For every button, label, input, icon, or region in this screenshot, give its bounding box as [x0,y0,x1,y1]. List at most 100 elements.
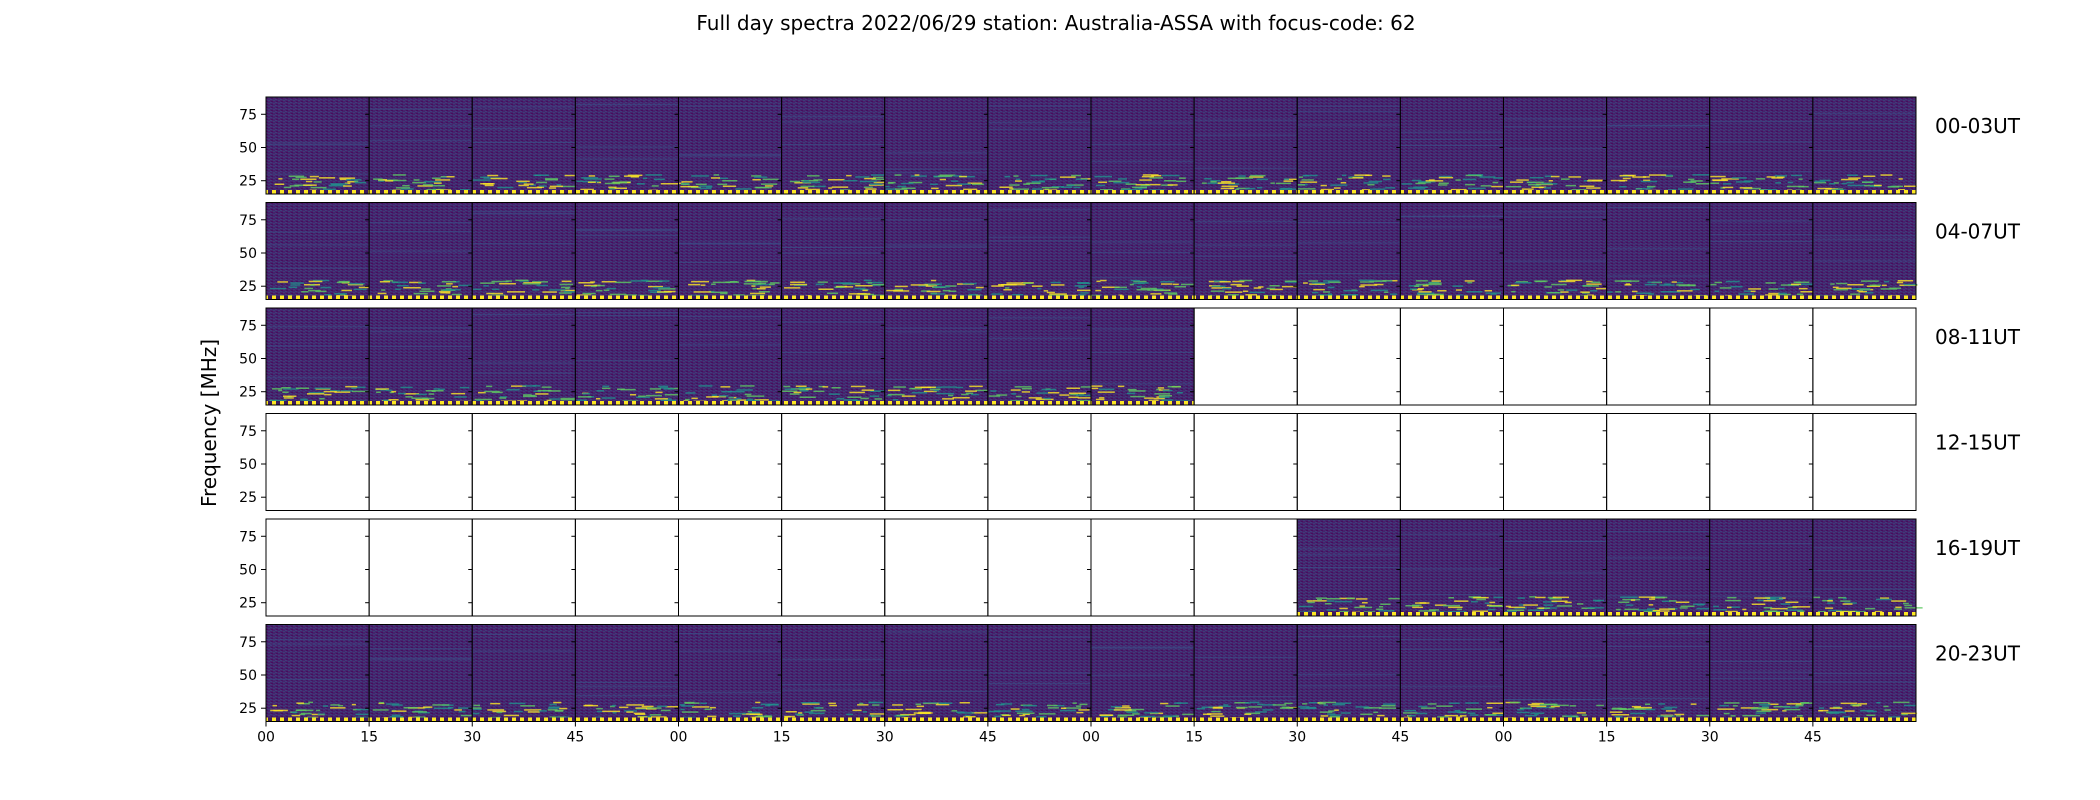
noise-streak [751,175,762,177]
noise-streak [418,712,430,714]
interference-line [369,222,473,224]
noise-streak [1049,293,1067,295]
noise-streak [1257,703,1263,706]
interference-line [884,379,988,380]
panel-frame [1399,413,1504,511]
interference-line [472,372,576,374]
noise-streak [443,289,461,291]
noise-streak [1861,181,1873,183]
noise-streak [749,713,763,716]
noise-streak [790,283,808,286]
noise-streak [1320,184,1327,187]
noise-streak [425,390,444,392]
noise-streak [1787,181,1794,184]
noise-streak [438,388,445,391]
noise-streak [1695,183,1713,185]
noise-streak [638,395,646,397]
noise-streak [852,709,862,712]
noise-streak [1303,282,1308,284]
interference-line [1400,533,1504,535]
noise-streak [1245,187,1256,190]
noise-streak [1117,385,1125,388]
noise-streak [1476,598,1486,601]
spectrogram-background [678,624,782,722]
noise-streak [308,701,313,704]
noise-streak [295,176,307,179]
noise-streak [1647,187,1654,189]
calibration-strip [575,295,679,300]
noise-streak [735,397,742,400]
noise-streak [752,179,761,181]
noise-streak [1160,281,1175,283]
row-time-label: 04-07UT [1935,220,2021,244]
noise-streak [699,187,712,190]
spectrogram-panel [266,308,370,405]
noise-streak [1238,175,1246,177]
noise-streak [1536,706,1549,709]
noise-streak [339,294,346,296]
noise-streak [684,701,695,704]
noise-streak [1487,608,1496,611]
noise-streak [1390,293,1398,295]
calibration-strip [781,295,885,300]
noise-streak [756,186,772,189]
spectrogram-panel [1194,624,1299,722]
noise-streak [846,174,852,177]
noise-streak [1776,176,1785,178]
noise-streak [740,385,755,387]
noise-streak [759,286,771,288]
interference-line [1297,635,1401,637]
noise-streak [1671,281,1677,283]
noise-streak [1765,294,1779,296]
noise-streak [1413,186,1428,188]
spectrogram-panel [472,97,580,194]
noise-streak [1798,178,1803,180]
noise-streak [764,185,774,187]
noise-streak [1456,608,1462,611]
noise-streak [1748,288,1761,290]
noise-streak [610,705,615,708]
interference-line [678,316,782,318]
noise-streak [1339,610,1349,613]
calibration-strip [1503,190,1607,194]
noise-streak [484,184,494,187]
noise-streak [454,709,462,711]
noise-streak [1465,183,1476,186]
noise-streak [1374,283,1384,286]
interference-line [1400,568,1504,570]
noise-streak [385,180,394,182]
noise-streak [1571,189,1587,191]
noise-streak [948,290,957,292]
noise-streak [611,181,628,184]
noise-streak [1727,606,1732,609]
noise-streak [698,385,713,387]
spectrogram-panel [678,308,782,405]
noise-streak [491,294,505,297]
spectrogram-panel [1606,519,1713,616]
noise-streak [1283,178,1289,180]
noise-streak [1550,705,1560,708]
noise-streak [563,291,578,293]
noise-streak [1054,704,1065,707]
noise-streak [1507,609,1525,611]
noise-streak [1412,604,1422,607]
interference-line [266,144,370,146]
noise-streak [1149,177,1163,179]
noise-streak [648,285,663,288]
noise-streak [1014,386,1032,388]
noise-streak [1887,186,1899,188]
noise-streak [1077,282,1089,284]
noise-streak [473,704,480,707]
calibration-strip [987,401,1091,405]
spectrogram-panel [266,624,371,722]
calibration-strip [1194,717,1298,722]
noise-streak [727,391,745,393]
noise-streak [1865,607,1876,610]
noise-streak [356,708,371,711]
calibration-strip [1297,717,1401,722]
noise-streak [437,285,451,287]
noise-streak [1015,178,1021,181]
noise-streak [905,708,910,711]
noise-streak [300,400,313,402]
noise-streak [556,184,562,186]
